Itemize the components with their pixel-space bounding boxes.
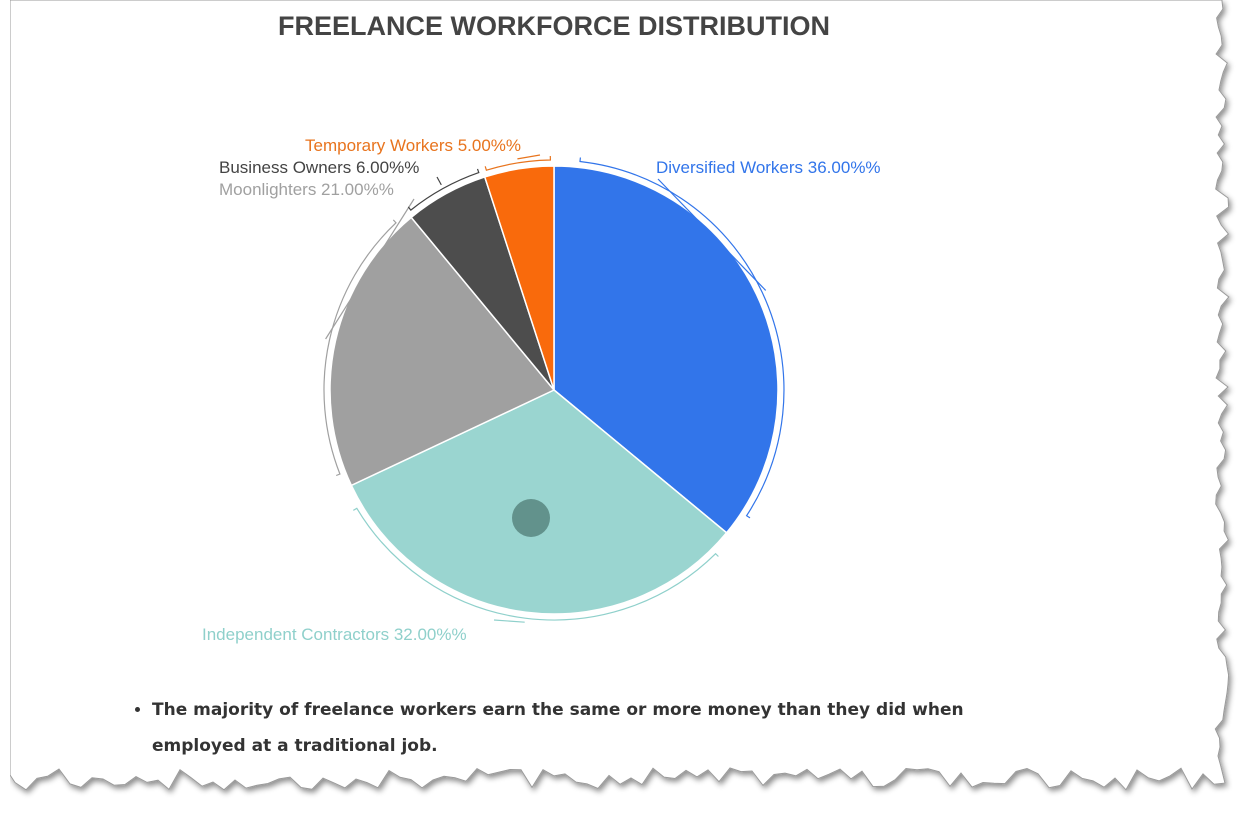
slice-label-diversified-workers: Diversified Workers 36.00%% — [656, 158, 881, 177]
slice-label-temporary-workers: Temporary Workers 5.00%% — [305, 136, 521, 155]
leader-line — [436, 176, 442, 186]
pie-slice-temporary-workers[interactable] — [483, 165, 555, 391]
slice-label-business-owners: Business Owners 6.00%% — [219, 158, 419, 177]
slice-label-moonlighters: Moonlighters 21.00%% — [219, 180, 394, 199]
slice-label-independent-contractors: Independent Contractors 32.00%% — [202, 625, 467, 644]
notes-list: The majority of freelance workers earn t… — [130, 692, 972, 764]
leader-line — [657, 178, 767, 291]
leader-line — [325, 198, 415, 340]
leader-bracket — [352, 507, 719, 621]
leader-bracket — [484, 155, 552, 171]
label-leader-lines — [323, 154, 785, 623]
leader-line — [493, 619, 525, 623]
chart-title: FREELANCE WORKFORCE DISTRIBUTION — [278, 11, 830, 41]
leader-bracket — [407, 168, 480, 211]
note-item: The majority of freelance workers earn t… — [152, 692, 972, 764]
slice-labels: Diversified Workers 36.00%% Independent C… — [202, 136, 881, 644]
cursor-dot — [512, 499, 550, 537]
leader-bracket — [579, 157, 785, 519]
pie-slice-diversified-workers[interactable] — [553, 165, 779, 534]
leader-line — [517, 154, 541, 160]
pie-slices — [329, 165, 779, 615]
leader-bracket — [323, 219, 397, 477]
